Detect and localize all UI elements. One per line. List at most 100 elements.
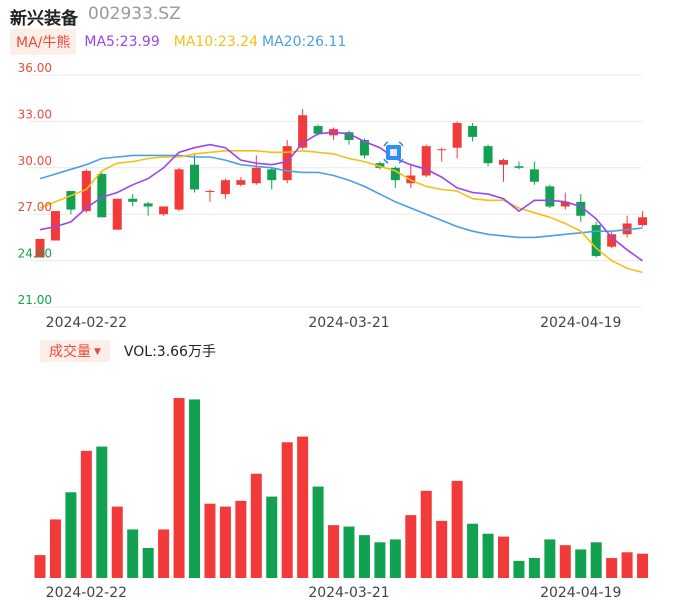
volume-bar (590, 542, 602, 578)
candle (483, 146, 493, 164)
volume-bar (111, 506, 123, 578)
volume-bar (34, 555, 46, 578)
volume-bar (436, 520, 448, 578)
caret-down-icon: ▼ (94, 347, 101, 357)
candle (236, 180, 246, 185)
candle (251, 167, 261, 184)
price-tick-label: 24.00 (18, 247, 52, 261)
volume-bar (544, 539, 556, 578)
ma5-line (39, 131, 643, 262)
candle (66, 191, 76, 210)
ma-mode-button[interactable]: MA/牛熊 (10, 29, 77, 55)
candle (390, 167, 400, 181)
volume-bar (96, 446, 108, 578)
candle (452, 122, 462, 148)
date-tick-label: 2024-02-22 (46, 315, 127, 331)
candle (282, 146, 292, 181)
candle (514, 166, 524, 168)
volume-bar (266, 496, 278, 578)
volume-bar (173, 398, 185, 578)
candle (545, 186, 555, 207)
volume-bar (389, 539, 401, 578)
price-tick-label: 33.00 (18, 107, 52, 121)
candle (359, 139, 369, 156)
event-marker-icon[interactable] (383, 141, 404, 164)
volume-date-tick-label: 2024-02-22 (46, 585, 127, 601)
candle (421, 146, 431, 176)
date-axis: 2024-02-22 2024-03-21 2024-04-19 (46, 315, 622, 331)
candle (560, 201, 570, 207)
volume-bar (559, 545, 571, 578)
volume-bar (420, 490, 432, 578)
candle (607, 234, 617, 247)
volume-bar (405, 515, 417, 578)
ma20-legend: MA20:26.11 (262, 34, 347, 50)
candle (313, 126, 323, 134)
volume-bar (250, 473, 262, 578)
candle (529, 169, 539, 182)
price-grid (30, 74, 642, 308)
candle (576, 201, 586, 216)
candle (205, 191, 215, 192)
volume-bar (637, 553, 649, 578)
volume-bar (498, 536, 509, 578)
price-tick-label: 36.00 (18, 61, 52, 75)
candle (591, 225, 601, 256)
price-axis: 36.00 33.00 30.00 27.00 24.00 21.00 (18, 61, 52, 307)
ma-legend: MA/牛熊 MA5:23.99 MA10:23.24 MA20:26.11 (10, 29, 350, 55)
date-tick-label: 2024-04-19 (540, 315, 621, 331)
ma10-line (39, 149, 643, 274)
volume-bar (219, 506, 231, 578)
stock-code: 002933.SZ (88, 4, 181, 24)
volume-bar (204, 503, 216, 578)
candle (128, 198, 138, 202)
candle (298, 115, 308, 148)
volume-bar (482, 533, 494, 578)
candle (499, 160, 508, 165)
indicator-select-label: 成交量 (49, 344, 91, 360)
ma20-line (39, 154, 643, 239)
candle (344, 132, 354, 140)
price-tick-label: 21.00 (18, 293, 52, 307)
volume-bar (312, 486, 324, 578)
volume-bar (328, 525, 340, 578)
volume-value: VOL:3.66万手 (123, 344, 216, 360)
candle (174, 169, 184, 210)
ma10-legend: MA10:23.24 (173, 34, 259, 50)
volume-date-tick-label: 2024-03-21 (308, 585, 389, 601)
volume-bar (374, 542, 386, 578)
volume-bar (281, 442, 293, 578)
candle (112, 198, 122, 230)
candle (159, 206, 169, 215)
ma5-legend: MA5:23.99 (84, 34, 160, 50)
volume-bar (621, 552, 633, 578)
price-tick-label: 30.00 (18, 154, 52, 168)
volume-bar (297, 436, 309, 578)
candle (267, 169, 277, 181)
candle (97, 173, 107, 218)
volume-bar (606, 558, 618, 578)
volume-bar (358, 535, 370, 578)
volume-bar (343, 526, 355, 578)
moving-averages (39, 131, 643, 274)
volume-bar (65, 492, 77, 578)
volume-bar (49, 519, 61, 578)
volume-bar (158, 529, 170, 578)
candle (468, 126, 478, 137)
volume-bar (451, 480, 463, 578)
volume-bar (142, 548, 154, 578)
candle (622, 223, 632, 235)
volume-bar (235, 500, 247, 578)
volume-bar (528, 558, 540, 578)
candles (35, 109, 648, 258)
volume-bar (575, 549, 587, 578)
volume-bar (80, 450, 92, 578)
volume-bar (467, 523, 479, 578)
indicator-select-button[interactable]: 成交量 ▼ (40, 340, 110, 362)
volume-bars (34, 398, 649, 578)
volume-bar (513, 560, 525, 578)
date-tick-label: 2024-03-21 (308, 315, 389, 331)
candle (35, 238, 45, 258)
candle (220, 180, 230, 195)
